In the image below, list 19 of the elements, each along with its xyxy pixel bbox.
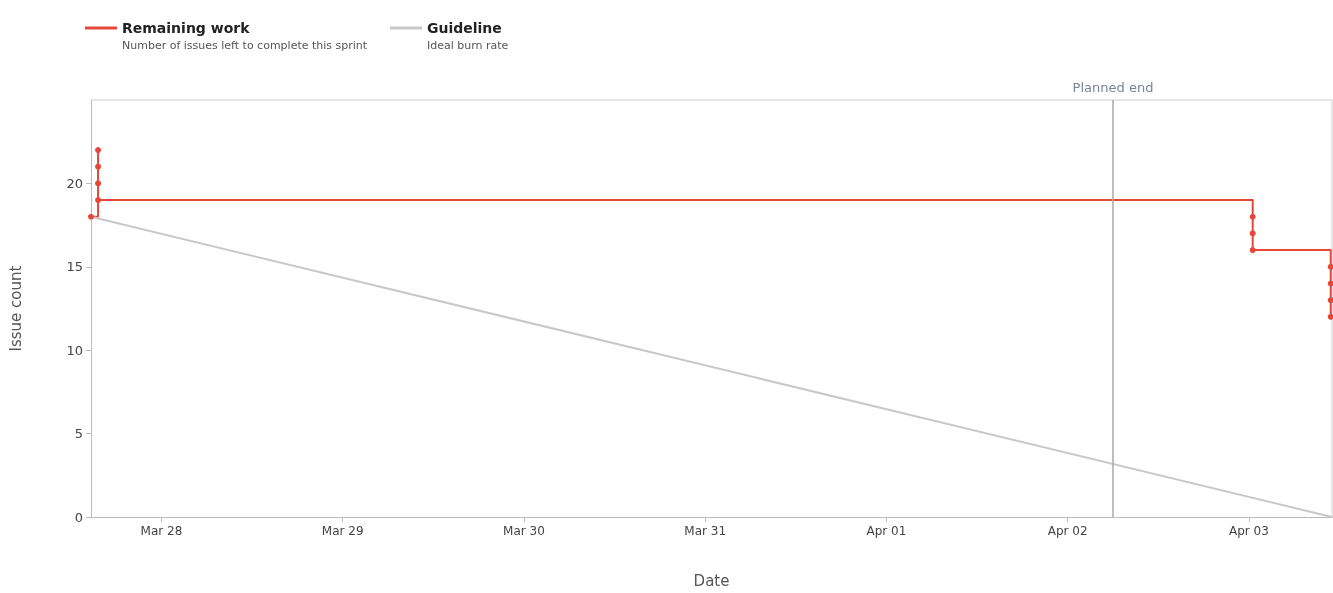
x-tick-label: Mar 28 [140,524,183,538]
text: Number of issues left to complete this sprint [122,39,368,52]
legend-label: Guideline [427,20,502,36]
x-tick-label: Apr 03 [1229,524,1269,538]
y-tick-label: 5 [74,426,83,442]
y-tick-label: 0 [74,509,83,525]
x-tick-label: Apr 01 [866,524,907,538]
x-tick-label: Apr 02 [1047,524,1088,538]
ref-line-label: Planned end [1072,80,1154,95]
text: Ideal burn rate [427,39,509,52]
y-axis-title: Issue count [6,265,25,352]
y-tick-label: 20 [66,175,83,191]
x-tick-label: Mar 31 [684,524,727,538]
x-tick-label: Mar 29 [321,524,364,538]
legend-label: Remaining work [122,20,251,36]
y-tick-label: 10 [66,342,83,358]
y-tick-label: 15 [66,259,83,275]
x-tick-label: Mar 30 [503,524,545,538]
x-axis-title: Date [693,571,730,590]
